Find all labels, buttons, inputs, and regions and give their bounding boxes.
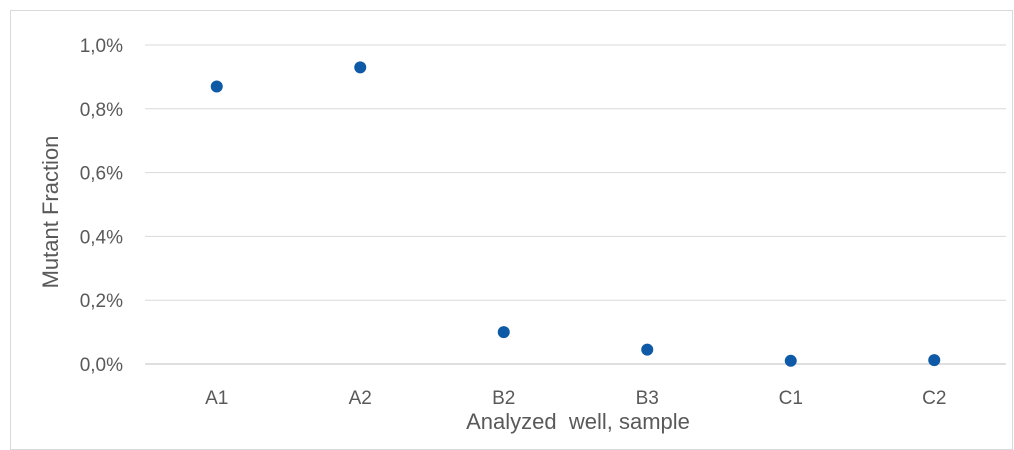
x-tick-label: C2 <box>922 388 946 409</box>
x-tick-label: C1 <box>779 388 803 409</box>
x-tick-label: A2 <box>349 388 372 409</box>
mutant-fraction-chart: 0,0% 0,2% 0,4% 0,6% 0,8% 1,0% A1 A2 B2 B3 C1 C2 Mu… <box>38 36 1006 434</box>
y-tick-label: 0,0% <box>80 355 123 376</box>
data-point-c1 <box>784 354 797 367</box>
chart-frame <box>10 10 1013 450</box>
data-point-a2 <box>354 61 367 74</box>
y-tick-label: 0,4% <box>80 227 123 248</box>
data-point-b3 <box>641 343 654 356</box>
y-tick-labels: 0,0% 0,2% 0,4% 0,6% 0,8% 1,0% <box>80 36 123 376</box>
x-tick-label: B2 <box>492 388 515 409</box>
gridlines <box>145 44 1006 301</box>
data-point-a1 <box>210 80 223 93</box>
x-tick-label: B3 <box>636 388 659 409</box>
x-tick-labels: A1 A2 B2 B3 C1 C2 <box>205 388 946 409</box>
y-tick-label: 0,6% <box>80 164 123 185</box>
data-points <box>210 61 941 367</box>
y-tick-label: 0,2% <box>80 291 123 312</box>
data-point-b2 <box>497 326 510 339</box>
y-axis-label: Mutant Fraction <box>38 136 63 289</box>
x-tick-label: A1 <box>205 388 228 409</box>
x-axis-label: Analyzed well, sample <box>466 409 690 434</box>
y-tick-label: 0,8% <box>80 100 123 121</box>
data-point-c2 <box>928 354 941 367</box>
y-tick-label: 1,0% <box>80 36 123 57</box>
